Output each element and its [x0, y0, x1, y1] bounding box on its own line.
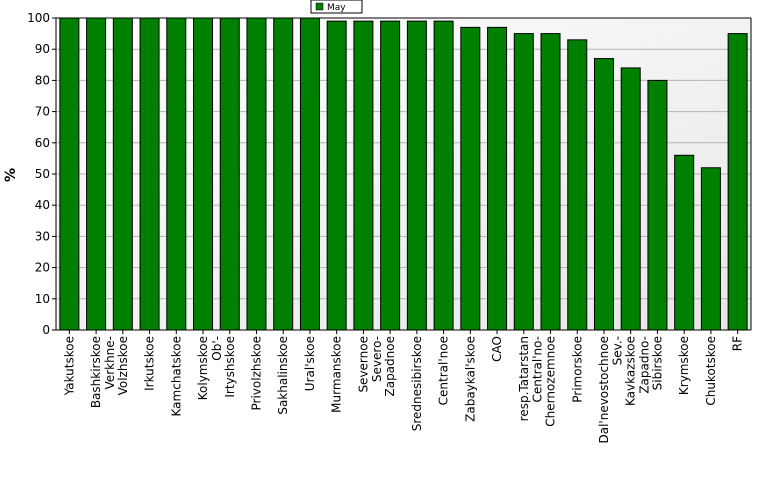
x-tick-label: Privolzhskoe [249, 336, 263, 410]
bar [193, 17, 214, 331]
y-tick-label: 70 [35, 105, 50, 119]
bar [406, 20, 427, 331]
x-tick-label: Krymskoe [677, 336, 691, 395]
bars [59, 17, 748, 331]
bar [86, 17, 107, 331]
bar [433, 20, 454, 331]
y-tick-labels: 0 10 20 30 40 50 60 70 80 90 100 [27, 11, 56, 337]
x-tick-label: Kamchatskoe [169, 336, 183, 416]
bar [299, 17, 320, 331]
bar [326, 20, 347, 331]
bar [647, 79, 668, 331]
x-tick-label: resp.Tatarstan [517, 336, 531, 421]
y-tick-label: 100 [27, 11, 50, 25]
bar [727, 33, 748, 331]
x-tick-label: RF [731, 336, 745, 351]
y-tick-label: 40 [35, 198, 50, 212]
x-tick-label: Kolymskoe [196, 336, 210, 400]
y-tick-label: 10 [35, 292, 50, 306]
x-tick-label: Yakutskoe [62, 336, 76, 396]
x-tick-label: Srednesibirskoe [410, 336, 424, 431]
bar [353, 20, 374, 331]
x-tick-label: Verkhne- [103, 336, 117, 389]
legend-box [310, 0, 363, 14]
y-axis-label: % [3, 168, 19, 182]
x-tick-label: Chukotskoe [704, 336, 718, 406]
x-tick-label: Sev.- [611, 336, 625, 365]
x-tick-label: Dal'nevostochnoe [597, 336, 611, 444]
bar [246, 17, 267, 331]
bar [112, 17, 133, 331]
x-tick-label: Kavkazskoe [624, 336, 638, 406]
x-tick-label: Zapadnoe [383, 336, 397, 397]
x-tick-label: Central'no- [531, 336, 545, 403]
bar [593, 58, 614, 331]
x-tick-label: Irtyshskoe [223, 336, 237, 398]
bar [219, 17, 240, 331]
x-tick-label: Volzhskoe [116, 336, 130, 395]
bar [674, 154, 695, 331]
legend-swatch [315, 2, 324, 11]
legend: May [310, 0, 363, 14]
bar [166, 17, 187, 331]
bar [567, 39, 588, 331]
x-tick-label: Severnoe [356, 336, 370, 393]
bar [700, 167, 721, 331]
y-tick-label: 0 [42, 323, 50, 337]
x-tick-label: Irkutskoe [143, 336, 157, 391]
bar [540, 33, 561, 331]
bar [273, 17, 294, 331]
bar [620, 67, 641, 331]
x-tick-label: Sibirskoe [650, 336, 664, 390]
bar [487, 26, 508, 331]
x-tick-label: Primorskoe [570, 336, 584, 403]
y-tick-label: 30 [35, 229, 50, 243]
axes [55, 17, 752, 331]
x-tick-label: Ural'skoe [303, 336, 317, 391]
x-tick-label: Zabaykal'skoe [463, 336, 477, 422]
x-tick-label: Ob'- [210, 336, 224, 361]
x-tick-label: Central'noe [437, 336, 451, 405]
y-tick-label: 90 [35, 42, 50, 56]
x-tick-labels: Yakutskoe Bashkirskoe Verkhne- Volzhskoe Irk… [62, 330, 745, 444]
x-tick-label: CAO [490, 336, 504, 362]
bar [59, 17, 80, 331]
y-tick-label: 20 [35, 261, 50, 275]
x-tick-label: Chernozemnoe [544, 336, 558, 427]
x-tick-label: Murmanskoe [330, 336, 344, 413]
x-tick-label: Sakhalinskoe [276, 336, 290, 415]
y-tick-label: 60 [35, 136, 50, 150]
x-tick-label: Bashkirskoe [89, 336, 103, 408]
x-tick-label: Zapadno- [637, 336, 651, 394]
bar [513, 33, 534, 331]
y-tick-label: 50 [35, 167, 50, 181]
bar [380, 20, 401, 331]
x-tick-label: Severo- [370, 336, 384, 382]
bar [139, 17, 160, 331]
legend-label: May [327, 3, 346, 13]
y-tick-label: 80 [35, 73, 50, 87]
bar [460, 26, 481, 331]
